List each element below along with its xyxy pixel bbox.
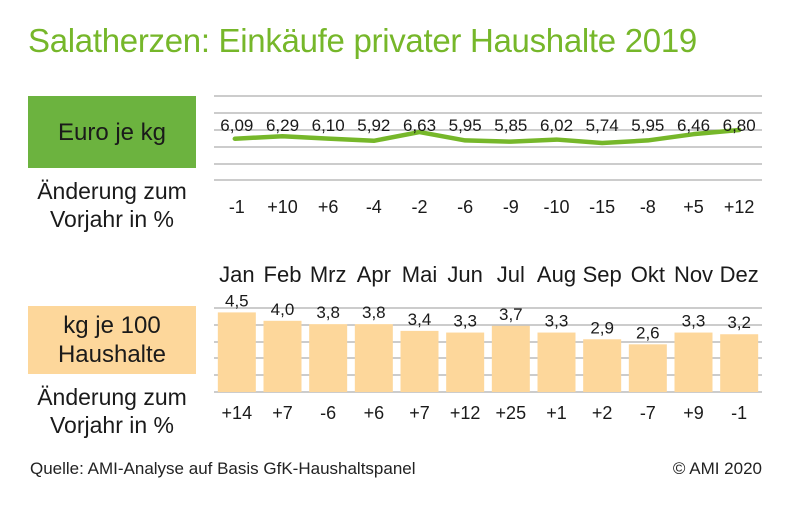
quantity-value-label: 4,5 (225, 291, 249, 310)
quantity-change-value: -7 (640, 403, 656, 423)
quantity-bar (400, 330, 439, 392)
quantity-value-label: 3,3 (545, 312, 569, 331)
quantity-value-label: 2,9 (590, 318, 614, 337)
month-label: Mrz (310, 262, 347, 287)
price-change-value: -15 (589, 197, 615, 217)
price-value-label: 6,63 (403, 116, 436, 135)
quantity-value-label: 3,3 (682, 312, 706, 331)
quantity-label-box: kg je 100 Haushalte (28, 306, 196, 374)
price-change-value: +6 (318, 197, 339, 217)
quantity-change-value: -1 (731, 403, 747, 423)
quantity-change-value: +2 (592, 403, 613, 423)
price-change-label-line2: Vorjahr in % (49, 206, 174, 232)
price-label: Euro je kg (57, 118, 167, 146)
price-value-label: 5,74 (586, 116, 619, 135)
price-change-value: +12 (724, 197, 755, 217)
price-change-label-line1: Änderung zum (37, 178, 187, 204)
quantity-value-label: 4,0 (271, 300, 295, 319)
quantity-change-value: +14 (222, 403, 253, 423)
quantity-bar (537, 332, 576, 392)
price-value-label: 6,46 (677, 116, 710, 135)
month-label: Apr (357, 262, 391, 287)
price-label-box: Euro je kg (28, 96, 196, 168)
quantity-change-value: +7 (272, 403, 293, 423)
month-label: Feb (264, 262, 302, 287)
quantity-bar (217, 312, 256, 392)
quantity-change-label: Änderung zum Vorjahr in % (28, 383, 196, 439)
price-change-value: +10 (267, 197, 298, 217)
quantity-change-value: -6 (320, 403, 336, 423)
quantity-bar (354, 324, 393, 392)
quantity-value-label: 3,4 (408, 310, 432, 329)
month-label: Jun (447, 262, 482, 287)
price-value-label: 5,95 (449, 116, 482, 135)
quantity-value-label: 3,2 (727, 313, 751, 332)
price-value-label: 6,02 (540, 116, 573, 135)
quantity-bar (309, 324, 348, 392)
price-change-value: -1 (229, 197, 245, 217)
month-label: Mai (402, 262, 437, 287)
price-change-label: Änderung zum Vorjahr in % (28, 177, 196, 233)
month-label: Jan (219, 262, 254, 287)
price-change-value: -4 (366, 197, 382, 217)
month-label: Jul (497, 262, 525, 287)
price-change-value: -2 (411, 197, 427, 217)
month-label: Okt (631, 262, 665, 287)
quantity-bar (446, 332, 485, 392)
quantity-change-value: +7 (409, 403, 430, 423)
price-value-label: 5,85 (494, 116, 527, 135)
quantity-bar (583, 339, 622, 392)
price-value-label: 5,92 (357, 116, 390, 135)
quantity-bar (263, 320, 302, 392)
quantity-bar (628, 344, 667, 392)
price-change-value: +5 (683, 197, 704, 217)
quantity-value-label: 3,7 (499, 305, 523, 324)
quantity-change-label-line1: Änderung zum (37, 384, 187, 410)
quantity-value-label: 3,3 (453, 312, 477, 331)
price-series-line (232, 127, 742, 146)
price-value-label: 5,95 (631, 116, 664, 135)
month-label: Dez (720, 262, 759, 287)
quantity-change-value: +1 (546, 403, 567, 423)
quantity-change-value: +12 (450, 403, 481, 423)
price-value-label: 6,10 (312, 116, 345, 135)
price-change-value: -8 (640, 197, 656, 217)
chart-title: Salatherzen: Einkäufe privater Haushalte… (28, 22, 697, 59)
quantity-bar (720, 334, 759, 392)
price-value-label: 6,29 (266, 116, 299, 135)
price-value-label: 6,09 (220, 116, 253, 135)
quantity-label-line2: Haushalte (57, 341, 167, 368)
month-label: Aug (537, 262, 576, 287)
quantity-change-value: +9 (683, 403, 704, 423)
price-change-value: -6 (457, 197, 473, 217)
quantity-change-label-line2: Vorjahr in % (49, 412, 174, 438)
month-label: Sep (583, 262, 622, 287)
quantity-value-label: 3,8 (362, 303, 386, 322)
price-change-value: -9 (503, 197, 519, 217)
quantity-value-label: 2,6 (636, 323, 660, 342)
quantity-change-value: +25 (496, 403, 527, 423)
quantity-change-value: +6 (364, 403, 385, 423)
quantity-value-label: 3,8 (316, 303, 340, 322)
copyright-note: © AMI 2020 (672, 459, 762, 478)
quantity-bar (491, 325, 530, 392)
month-label: Nov (674, 262, 713, 287)
source-note: Quelle: AMI-Analyse auf Basis GfK-Hausha… (30, 459, 416, 478)
price-value-label: 6,80 (723, 116, 756, 135)
quantity-bar (674, 332, 713, 392)
quantity-label-line1: kg je 100 (63, 312, 161, 339)
price-change-value: -10 (543, 197, 569, 217)
